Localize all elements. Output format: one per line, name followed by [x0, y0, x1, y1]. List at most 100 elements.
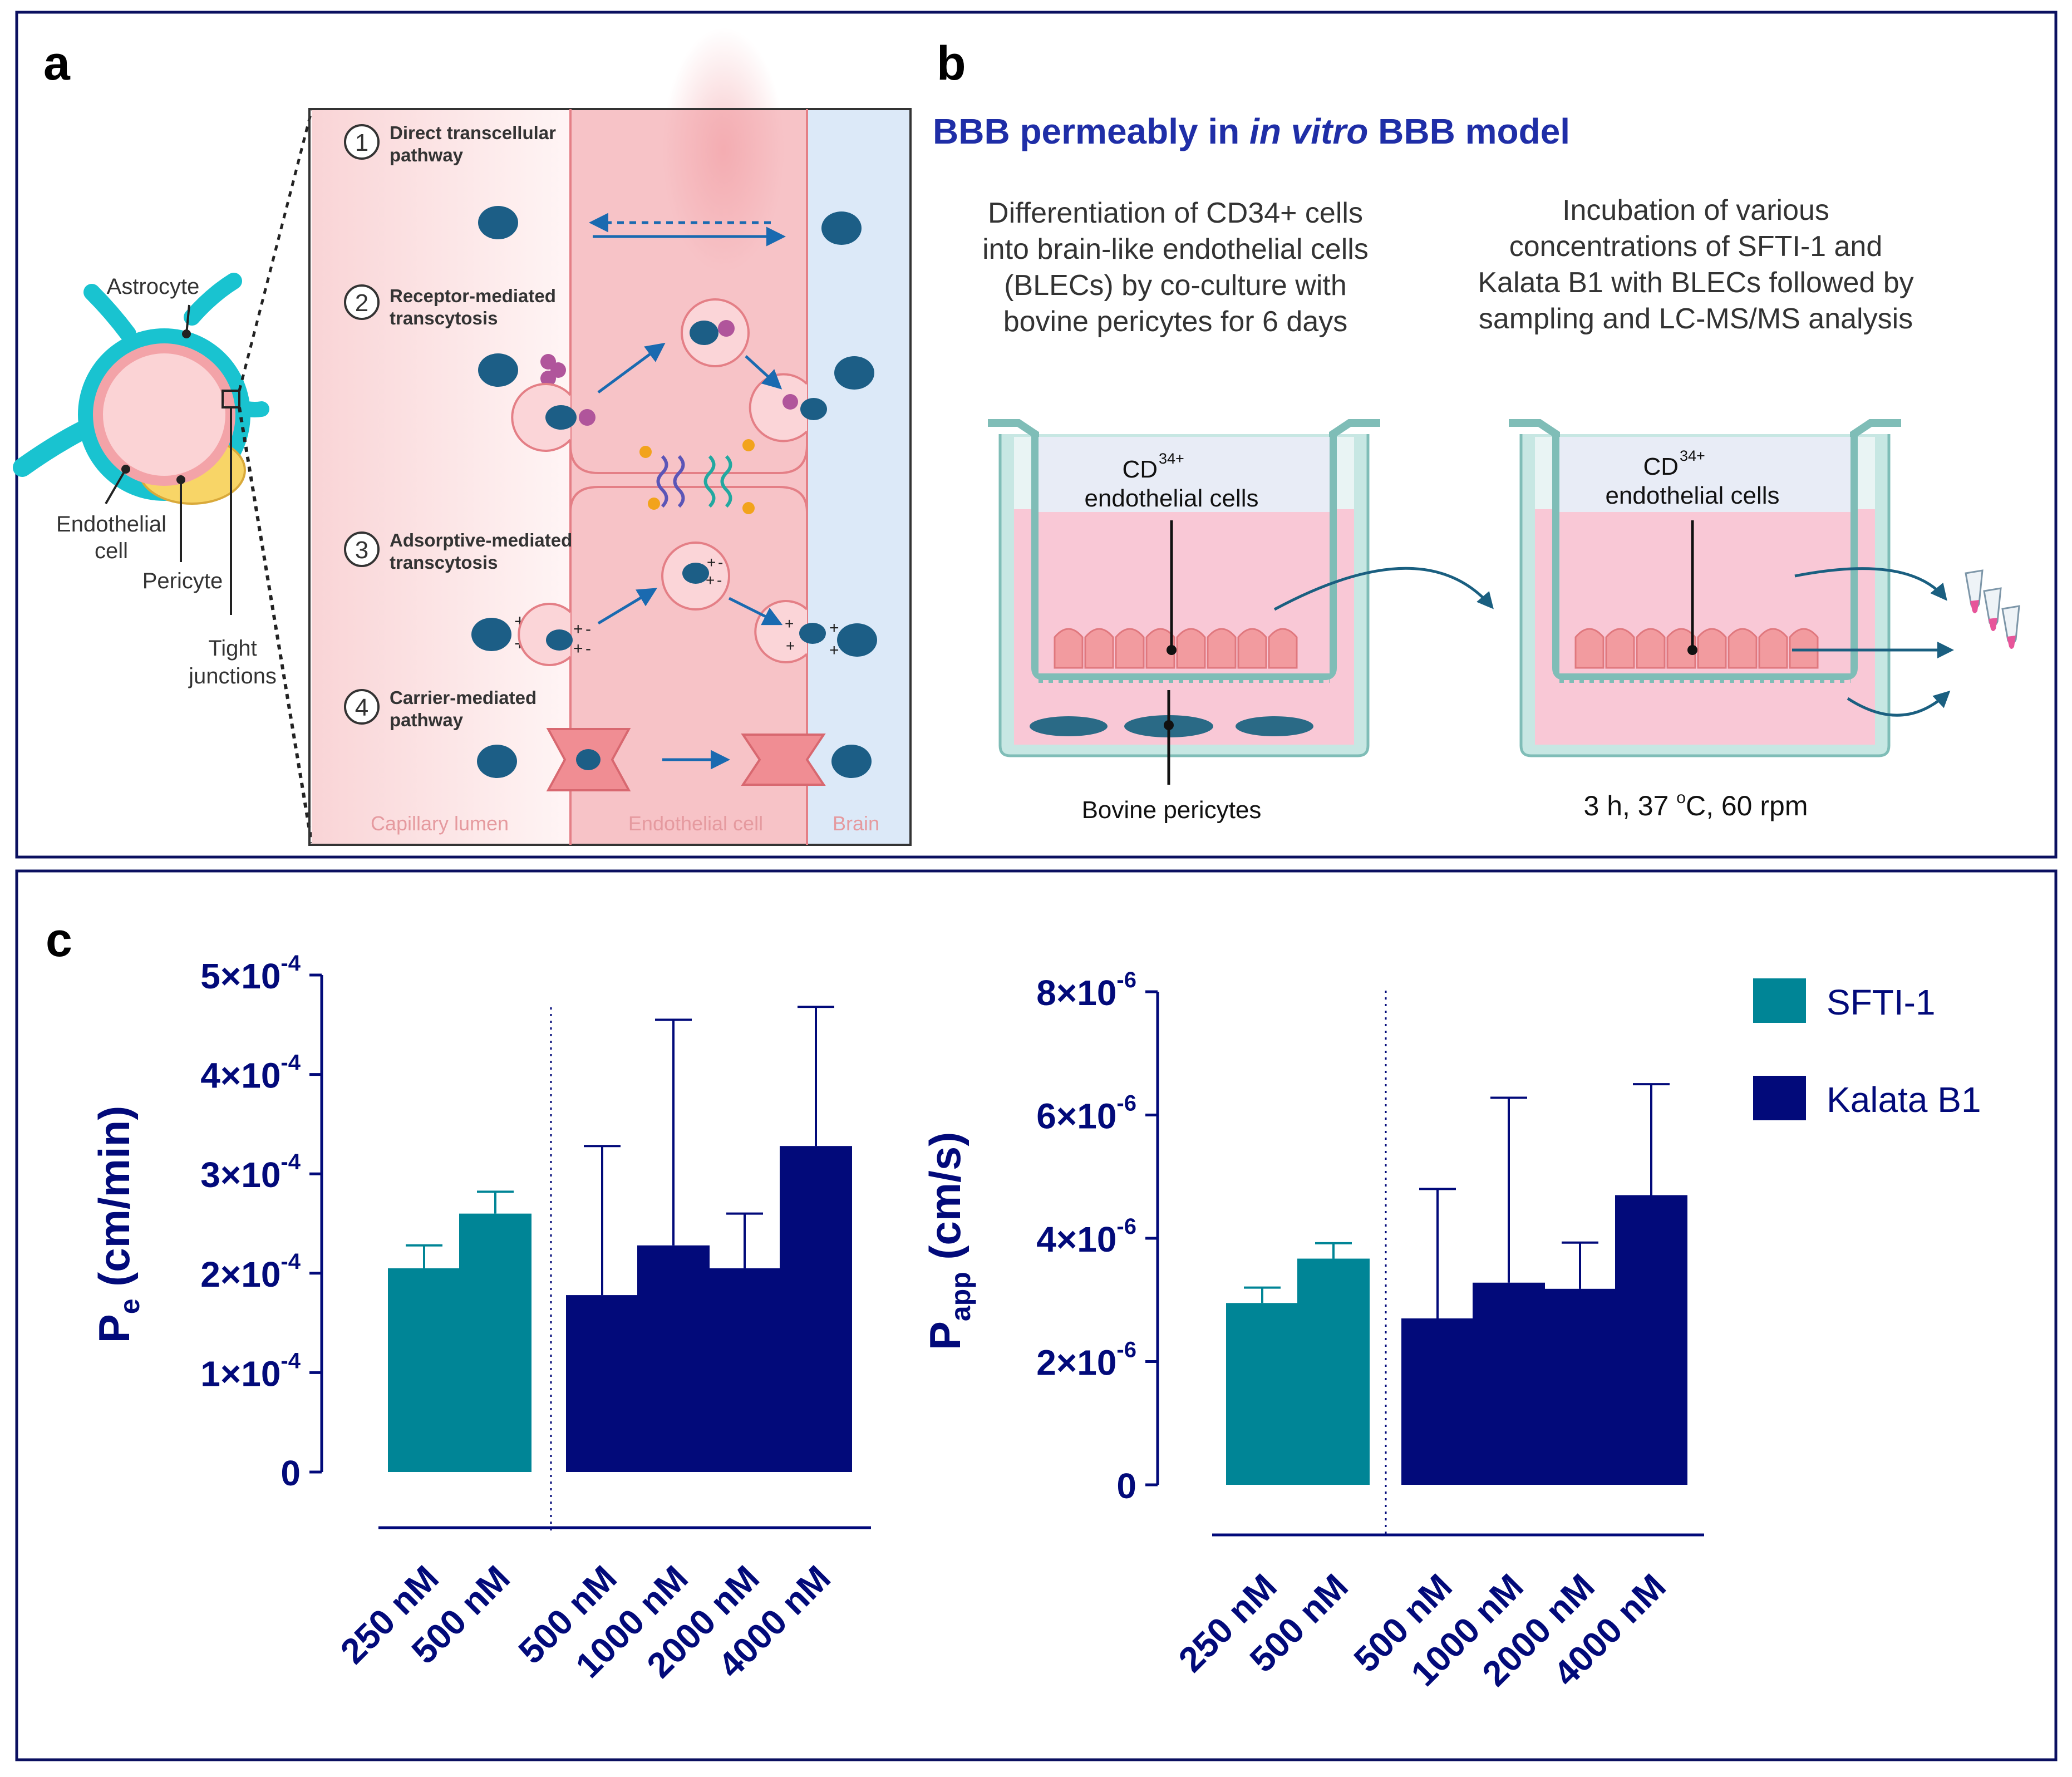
tight-junction-protein-2 — [673, 455, 685, 508]
endothelial-nucleus-shadow — [662, 28, 785, 273]
adsorptive-arrow-down — [728, 597, 783, 626]
pathway-2-number: 2 — [355, 289, 368, 317]
papp-y-axis-title: Papp (cm/s) — [921, 1132, 976, 1350]
molecule-icon — [682, 563, 709, 584]
brain-zone-label: Brain — [833, 812, 879, 835]
receptor-icon — [540, 354, 566, 386]
bar-kalata-b1 — [1473, 1282, 1545, 1485]
molecule-icon — [546, 629, 573, 651]
y-tick-label: 4×10-6 — [1036, 1214, 1136, 1259]
sample-tube-icon — [1965, 569, 1984, 613]
sample-tube-icon — [2001, 605, 2020, 649]
charge-minus: - — [585, 639, 591, 658]
step2-line: Kalata B1 with BLECs followed by — [1478, 267, 1913, 299]
transwell-1: CD 34+ endothelial cells Bovine pericyte… — [988, 419, 1380, 824]
vesicle-arrow-up — [597, 342, 666, 394]
y-tick-label: 8×10-6 — [1036, 968, 1136, 1013]
legend-swatch-kalata-b1 — [1753, 1076, 1806, 1120]
pericyte-cell-icon — [1030, 716, 1108, 736]
bar-kalata-b1 — [780, 1146, 852, 1472]
pericyte-pointer-dot — [1164, 720, 1174, 730]
zoom-line-top — [238, 110, 313, 391]
receptor-bound-icon — [782, 394, 798, 410]
pathway-diagram-border — [308, 108, 912, 846]
pathway-1-title-line1: Direct transcellular — [390, 122, 556, 143]
step1-line: Differentiation of CD34+ cells — [988, 197, 1363, 229]
molecule-icon — [799, 623, 826, 644]
charge-plus: + — [786, 637, 795, 654]
vesicle-arrow-down — [745, 355, 782, 390]
capillary-lumen-circle — [103, 353, 225, 476]
molecule-icon — [576, 749, 601, 770]
charge-plus: + — [573, 620, 583, 638]
tight-junctions-label-line2: junctions — [188, 664, 277, 688]
y-tick-label: 4×10-4 — [200, 1051, 301, 1096]
pathway-4-number: 4 — [355, 694, 368, 721]
receptor-bound-icon — [718, 320, 735, 337]
y-tick-label: 2×10-4 — [200, 1249, 301, 1294]
exocytic-vesicle — [749, 373, 808, 442]
bar-sfti1 — [1226, 1303, 1298, 1485]
tight-junction-protein-1 — [656, 455, 668, 508]
incubation-conditions: 3 h, 37 oC, 60 rpm — [1584, 789, 1808, 821]
insert-wall — [1509, 419, 1901, 680]
tight-junction-protein-4 — [720, 455, 732, 508]
sampling-arrow-top — [1794, 567, 1947, 601]
molecule-icon — [837, 623, 877, 657]
insert-label-line2: endothelial cells — [1084, 485, 1258, 512]
molecule-icon — [690, 321, 718, 345]
insert-wall — [988, 419, 1380, 680]
bar-kalata-b1 — [1544, 1288, 1616, 1485]
y-tick-label: 2×10-6 — [1036, 1338, 1136, 1383]
pe-y-axis-title: Pe (cm/min) — [90, 1106, 145, 1343]
capillary-lumen-zone — [312, 109, 570, 845]
step1-line: into brain-like endothelial cells — [982, 233, 1369, 265]
pathway-1-number: 1 — [355, 129, 368, 156]
bar-kalata-b1 — [1615, 1195, 1687, 1485]
junction-ligand-1 — [639, 446, 652, 458]
endothelial-pointer-line — [105, 468, 127, 505]
charge-plus: + — [706, 572, 715, 589]
bar-sfti1 — [388, 1268, 460, 1472]
y-tick-label: 0 — [280, 1453, 301, 1493]
zoom-line-bottom — [238, 407, 313, 844]
insert-label-cd: CD — [1643, 453, 1679, 480]
sampling-arrow-bottom — [1847, 690, 1951, 717]
molecule-icon — [545, 405, 577, 430]
y-tick-label: 1×10-4 — [200, 1348, 301, 1394]
panel-b-label: b — [937, 37, 966, 90]
capillary-lumen-label: Capillary lumen — [371, 812, 509, 835]
pathway-2-number-circle — [344, 284, 380, 320]
pathway-1-number-circle — [344, 124, 380, 160]
y-tick-label: 5×10-4 — [200, 951, 301, 996]
transwell-2: CD 34+ endothelial cells 3 h, 37 oC, 60 … — [1509, 419, 1901, 821]
charge-plus: + — [707, 554, 716, 571]
y-tick-label: 0 — [1116, 1466, 1136, 1506]
endothelial-zone-label: Endothelial cell — [628, 812, 763, 835]
endothelial-monolayer — [1054, 628, 1298, 669]
tight-junctions-label-line1: Tight — [208, 636, 257, 661]
pathway-4-number-circle — [344, 689, 380, 725]
molecule-icon — [800, 398, 827, 420]
step2-description: Incubation of various concentrations of … — [1478, 194, 1913, 335]
panel-ab-frame — [15, 11, 2058, 859]
pathway-2-title-line2: transcytosis — [390, 308, 498, 328]
junction-ligand-2 — [648, 498, 660, 510]
insert-pointer-dot — [1167, 645, 1177, 655]
endothelial-monolayer — [1574, 628, 1819, 669]
step2-line: sampling and LC-MS/MS analysis — [1479, 303, 1913, 335]
charge-plus: + — [829, 619, 839, 637]
step2-line: concentrations of SFTI-1 and — [1509, 230, 1883, 263]
step2-line: Incubation of various — [1562, 194, 1829, 227]
junction-ligand-4 — [742, 502, 755, 514]
charge-minus: - — [585, 620, 591, 638]
pathway-2-title-line1: Receptor-mediated — [390, 285, 556, 306]
legend-label-sfti1: SFTI-1 — [1827, 982, 1936, 1022]
charge-plus: + — [829, 641, 839, 659]
y-tick-label: 6×10-6 — [1036, 1091, 1136, 1136]
